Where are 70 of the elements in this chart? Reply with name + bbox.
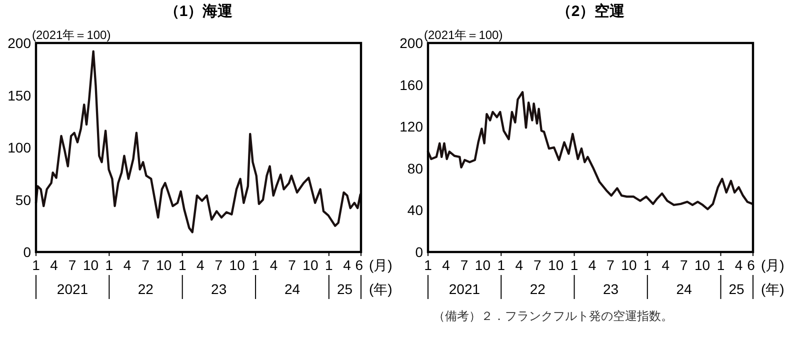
y-tick-label: 80 [407,160,424,176]
x-tick-label: 4 [343,257,352,273]
x-tick-label: 4 [588,257,596,273]
x-tick-label: 4 [196,257,205,273]
x-tick-label: 7 [606,257,615,273]
y-tick-label: 150 [8,87,32,104]
x-tick-label: 4 [270,257,278,273]
x-tick-label: 1 [497,257,506,273]
x-tick-label: 1 [570,257,578,273]
x2-tick-label: 22 [138,281,154,297]
x-tick-label: 10 [548,257,564,273]
y-axis-title: (2021年＝100) [424,28,503,42]
y-tick-label: 100 [8,140,32,156]
x-tick-label: 7 [534,257,542,273]
x-tick-label: 1 [424,257,432,273]
chart-title: （1）海運 [164,3,234,20]
y-tick-label: 0 [23,244,32,260]
x-tick-label: 7 [680,257,688,273]
x-tick-label: 4 [515,257,524,273]
x-tick-label: 1 [178,257,186,273]
x2-tick-label: 23 [602,281,619,297]
line-series [34,50,362,234]
y-tick-label: 200 [8,35,32,51]
x2-tick-label: 25 [728,281,745,297]
x-tick-label: 6 [747,257,756,273]
x-tick-label: 6 [355,257,364,273]
chart-title: （2）空運 [556,2,626,20]
x-tick-label: 4 [734,257,743,273]
x-tick-label: 7 [142,257,150,273]
y-tick-label: 0 [415,244,424,260]
x-tick-label: 1 [105,257,114,273]
line-series [426,91,754,210]
y-tick-label: 160 [400,76,424,93]
x-tick-label: 10 [694,257,710,273]
x-tick-label: 7 [460,257,468,273]
x-tick-label: 7 [288,257,296,273]
x2-tick-label: 24 [676,281,692,297]
x-tick-label: 4 [123,257,132,273]
x2-axis-title: (年) [369,281,392,297]
y-tick-label: 50 [15,192,32,208]
x-tick-label: 4 [662,257,670,273]
x-tick-label: 1 [716,257,725,273]
x-tick-label: 1 [252,257,260,273]
x-tick-label: 4 [442,257,450,273]
x-tick-label: 10 [156,257,172,273]
x-tick-label: 4 [50,257,58,273]
x2-tick-label: 22 [530,281,546,297]
x2-tick-label: 25 [336,281,353,297]
x-tick-label: 1 [325,257,334,273]
x2-tick-label: 2021 [448,281,480,297]
y-axis-title: (2021年＝100) [32,28,111,42]
x2-tick-label: 24 [284,281,300,297]
x-axis-title: (月) [761,257,784,273]
text: （備考）２．フランクフルト発の空運指数。 [433,309,673,323]
x-tick-label: 10 [621,257,637,273]
x-tick-label: 10 [302,257,318,273]
x-axis-title: (月) [369,257,392,273]
x-tick-label: 10 [82,257,99,273]
x-tick-label: 1 [32,257,40,273]
y-tick-label: 200 [400,35,424,51]
x-tick-label: 10 [474,257,491,273]
y-tick-label: 40 [407,202,424,218]
x-tick-label: 10 [229,257,246,273]
x2-axis-title: (年) [761,281,784,297]
x-tick-label: 7 [214,257,223,273]
x2-tick-label: 2021 [56,281,88,297]
x2-tick-label: 23 [211,281,227,297]
y-tick-label: 120 [400,118,424,135]
x-tick-label: 7 [68,257,76,273]
x-tick-label: 1 [644,257,652,273]
